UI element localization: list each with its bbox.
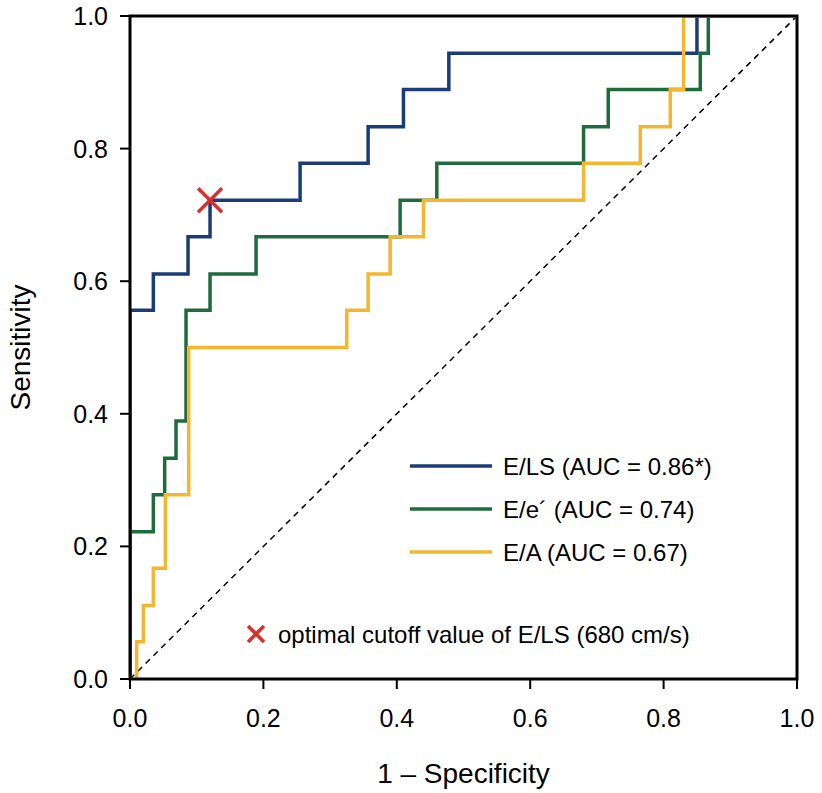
roc-line — [130, 16, 797, 679]
x-tick — [663, 679, 665, 689]
x-stroke — [248, 626, 264, 642]
y-tick — [120, 280, 130, 282]
x-tick — [396, 679, 398, 689]
y-tick — [120, 15, 130, 17]
legend-swatch — [410, 507, 492, 511]
annotation-text: optimal cutoff value of E/LS (680 cm/s) — [278, 621, 690, 648]
reference-diagonal — [130, 16, 797, 679]
y-tick — [120, 413, 130, 415]
legend-swatch — [410, 550, 492, 554]
y-axis-label: Sensitivity — [5, 284, 36, 410]
legend-swatch — [410, 464, 492, 468]
x-tick — [529, 679, 531, 689]
legend-label: E/LS (AUC = 0.86*) — [503, 453, 712, 480]
x-tick-label: 0.0 — [113, 704, 148, 732]
y-tick — [120, 678, 130, 680]
x-axis-label: 1 – Specificity — [377, 758, 550, 789]
y-tick — [120, 148, 130, 150]
y-tick-label: 0.6 — [73, 267, 108, 295]
x-stroke — [248, 626, 264, 642]
x-tick — [796, 679, 798, 689]
plot-frame — [130, 16, 797, 679]
x-stroke — [198, 188, 222, 212]
series-group — [130, 16, 797, 679]
annotation-legend-marker — [248, 626, 264, 642]
legend-label: E/e´ (AUC = 0.74) — [503, 496, 694, 523]
roc-line — [130, 16, 797, 679]
y-tick-label: 0.4 — [73, 400, 108, 428]
x-tick — [262, 679, 264, 689]
chart: 0.0 0.2 0.4 0.6 0.8 1.0 0.0 0.2 0.4 0.6 0.8 1.0 1 – … — [0, 0, 822, 793]
legend-label: E/A (AUC = 0.67) — [503, 539, 688, 566]
x-tick-label: 0.6 — [513, 704, 548, 732]
y-tick-label: 0.0 — [73, 665, 108, 693]
x-tick-label: 1.0 — [780, 704, 815, 732]
y-tick-label: 0.8 — [73, 135, 108, 163]
y-tick — [120, 545, 130, 547]
y-tick-label: 0.2 — [73, 532, 108, 560]
annotation-marker — [198, 188, 222, 212]
x-tick-label: 0.4 — [379, 704, 414, 732]
y-tick-label: 1.0 — [73, 2, 108, 30]
x-tick-label: 0.2 — [246, 704, 281, 732]
x-stroke — [198, 188, 222, 212]
x-tick-label: 0.8 — [646, 704, 681, 732]
roc-line — [137, 16, 797, 679]
x-tick — [129, 679, 131, 689]
